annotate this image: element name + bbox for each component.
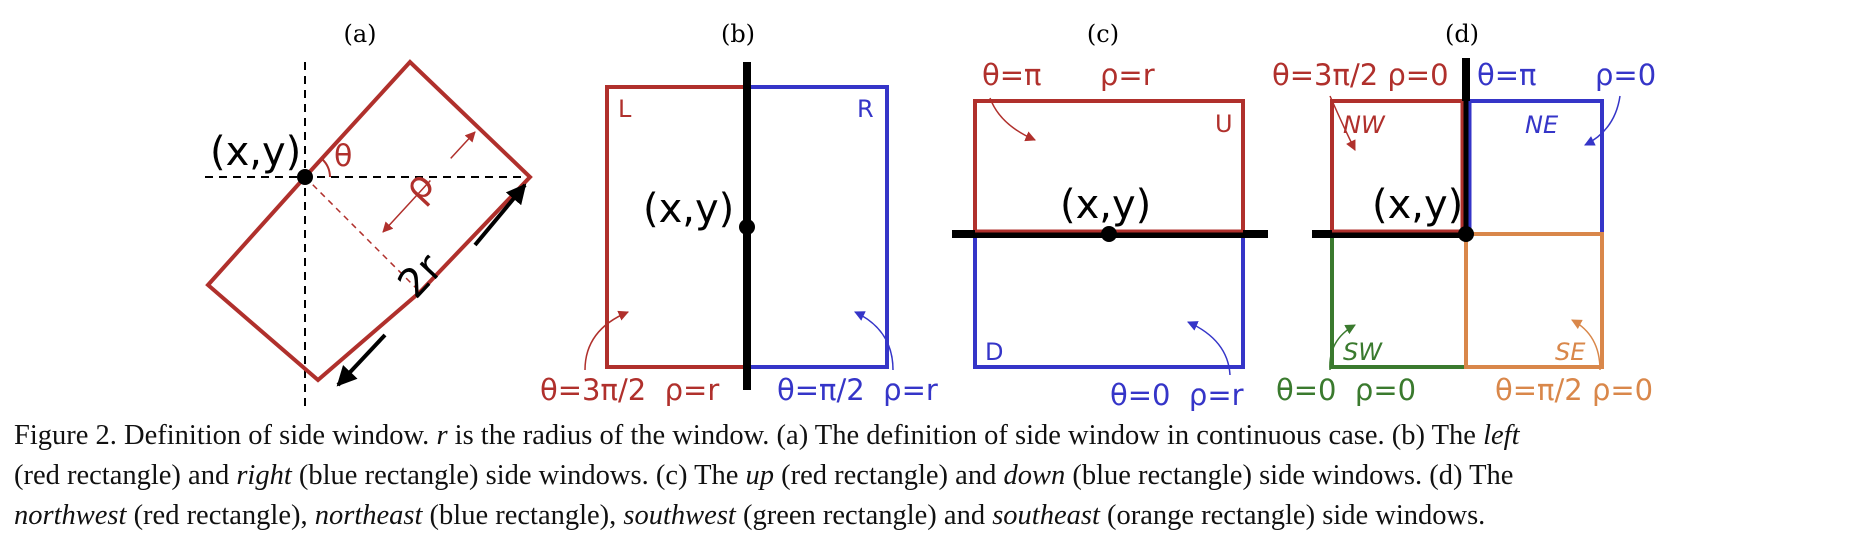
up-theta: θ=π	[982, 58, 1042, 92]
point-label: (x,y)	[1060, 182, 1151, 228]
right-tag: R	[857, 95, 874, 123]
southeast-tag: SE	[1555, 338, 1586, 366]
northeast-rho: ρ=0	[1595, 58, 1656, 92]
left-tag: L	[618, 95, 632, 123]
point-label: (x,y)	[210, 129, 301, 175]
theta-label: θ	[334, 139, 352, 174]
rotated-side-window	[205, 59, 533, 383]
down-params: θ=0 ρ=r	[1110, 378, 1244, 412]
up-rho: ρ=r	[1100, 58, 1155, 92]
southwest-pointer-arrow	[1329, 324, 1356, 371]
panel-c-label: (c)	[1087, 20, 1119, 48]
width-arrow-upper	[473, 183, 527, 247]
up-pointer-arrow	[989, 97, 1036, 142]
panel-a-label: (a)	[343, 20, 376, 48]
up-tag: U	[1215, 110, 1233, 138]
point-xy	[739, 219, 755, 235]
left-pointer-arrow	[584, 310, 629, 371]
figure-caption: Figure 2. Definition of side window. r i…	[14, 416, 1864, 536]
southeast-pointer-arrow	[1571, 319, 1601, 371]
rho-dashed-line	[304, 176, 421, 293]
northwest-tag: NW	[1343, 111, 1386, 139]
point-label: (x,y)	[1372, 182, 1463, 228]
northeast-tag: NE	[1525, 111, 1559, 139]
panel-d-label: (d)	[1445, 20, 1479, 48]
panel-d: (d) (x,y) NW NE SW SE θ=3π/2 ρ=0 θ=π ρ=0…	[1272, 20, 1656, 407]
southwest-tag: SW	[1343, 338, 1383, 366]
northeast-pointer-arrow	[1584, 95, 1621, 146]
southeast-window	[1464, 232, 1604, 369]
northwest-params: θ=3π/2 ρ=0	[1272, 58, 1449, 92]
panel-c: (c) (x,y) U D θ=π ρ=r θ=0 ρ=r	[952, 20, 1268, 412]
width-arrow-lower	[336, 333, 387, 387]
point-xy	[1458, 226, 1474, 242]
side-window-figure: (a) (x,y) θ ρ 2r (b) (x,y) L R θ=3π/2 ρ=…	[205, 20, 1656, 412]
panel-b: (b) (x,y) L R θ=3π/2 ρ=r θ=π/2 ρ=r	[540, 20, 938, 407]
northeast-theta: θ=π	[1477, 58, 1537, 92]
left-params: θ=3π/2 ρ=r	[540, 373, 719, 407]
caption-line-3: northwest (red rectangle), northeast (bl…	[14, 500, 1486, 531]
point-label: (x,y)	[643, 186, 734, 232]
theta-arc	[321, 158, 331, 178]
panel-a: (a) (x,y) θ ρ 2r	[205, 20, 533, 408]
right-params: θ=π/2 ρ=r	[777, 373, 938, 407]
point-xy	[297, 169, 313, 185]
rho-label: ρ	[394, 162, 443, 210]
caption-line-2: (red rectangle) and right (blue rectangl…	[14, 460, 1514, 491]
northwest-pointer-arrow	[1329, 95, 1356, 151]
down-tag: D	[985, 338, 1003, 366]
caption-line-1: Figure 2. Definition of side window. r i…	[14, 420, 1520, 451]
right-window	[745, 85, 889, 369]
point-xy	[1101, 226, 1117, 242]
rho-arrow-line	[382, 131, 476, 233]
down-pointer-arrow	[1187, 321, 1231, 376]
southeast-params: θ=π/2 ρ=0	[1495, 373, 1653, 407]
down-window	[973, 232, 1245, 369]
width-label: 2r	[389, 245, 452, 307]
panel-b-label: (b)	[721, 20, 755, 48]
southwest-params: θ=0 ρ=0	[1276, 373, 1416, 407]
right-pointer-arrow	[854, 311, 894, 371]
